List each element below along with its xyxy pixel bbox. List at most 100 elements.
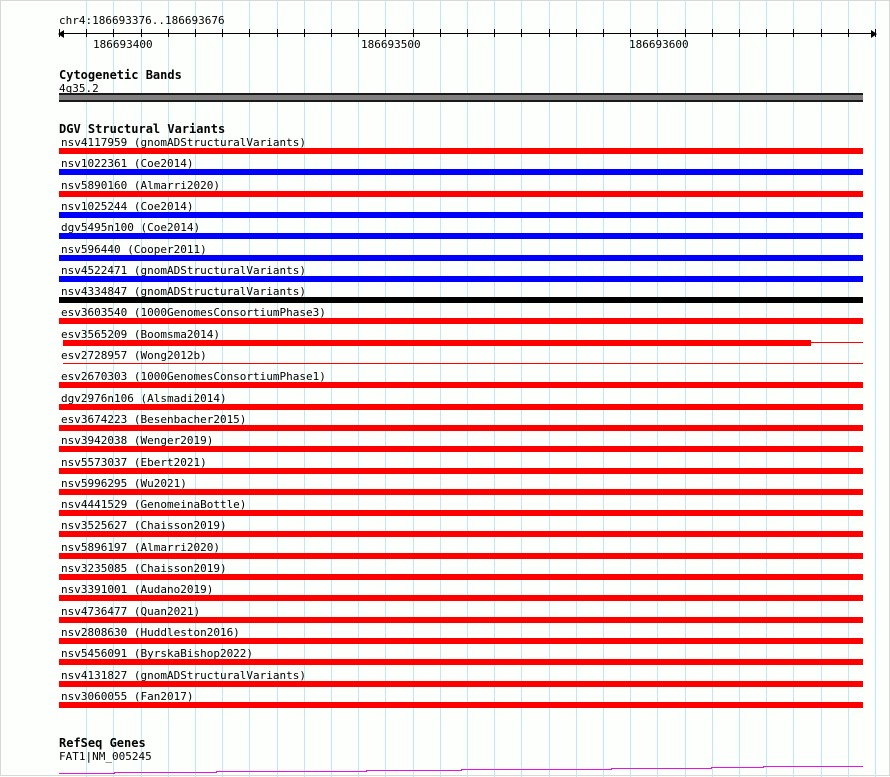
- variant-bar[interactable]: [59, 446, 863, 452]
- ruler-tick: [113, 29, 114, 37]
- variant-track-label[interactable]: nsv3235085 (Chaisson2019): [61, 562, 227, 575]
- variant-bar[interactable]: [59, 404, 863, 410]
- ruler-tick: [549, 29, 550, 37]
- variant-bar[interactable]: [63, 363, 863, 364]
- variant-bar[interactable]: [63, 340, 811, 346]
- ruler-tick: [657, 29, 658, 37]
- dgv-section-title: DGV Structural Variants: [59, 122, 226, 136]
- variant-bar[interactable]: [59, 681, 863, 687]
- variant-bar[interactable]: [59, 191, 863, 197]
- gene-exon-segment[interactable]: [216, 771, 366, 772]
- ruler-tick: [821, 29, 822, 37]
- ruler-tick-label: 186693500: [361, 38, 421, 51]
- variant-bar[interactable]: [59, 638, 863, 644]
- ruler-tick: [141, 29, 142, 37]
- ruler-tick: [168, 29, 169, 37]
- variant-bar[interactable]: [59, 489, 863, 495]
- variant-track-label[interactable]: nsv3942038 (Wenger2019): [61, 434, 214, 447]
- gene-exon-segment[interactable]: [611, 768, 711, 769]
- variant-track-label[interactable]: nsv4736477 (Quan2021): [61, 605, 201, 618]
- variant-track-label[interactable]: nsv3060055 (Fan2017): [61, 690, 194, 703]
- variant-track-label[interactable]: nsv5896197 (Almarri2020): [61, 541, 220, 554]
- ruler-tick: [358, 29, 359, 37]
- variant-track-label[interactable]: nsv4131827 (gnomADStructuralVariants): [61, 669, 307, 682]
- ruler-tick: [467, 29, 468, 37]
- variant-bar[interactable]: [59, 531, 863, 537]
- ruler-tick: [848, 29, 849, 37]
- variant-bar[interactable]: [59, 617, 863, 623]
- gene-exon-segment[interactable]: [711, 767, 763, 768]
- variant-bar[interactable]: [59, 276, 863, 282]
- ruler-tick: [304, 29, 305, 37]
- cytogenetic-bands-title: Cytogenetic Bands: [59, 68, 182, 82]
- variant-track-label[interactable]: nsv1022361 (Coe2014): [61, 157, 194, 170]
- gene-step-connector: [461, 769, 462, 771]
- variant-bar[interactable]: [59, 169, 863, 175]
- variant-track-label[interactable]: nsv2808630 (Huddleston2016): [61, 626, 240, 639]
- variant-track-label[interactable]: nsv4441529 (GenomeinaBottle): [61, 498, 247, 511]
- gene-step-connector: [611, 768, 612, 770]
- gene-exon-segment[interactable]: [59, 773, 114, 774]
- ruler-tick: [440, 29, 441, 37]
- variant-bar[interactable]: [59, 297, 863, 303]
- variant-bar[interactable]: [59, 255, 863, 261]
- locus-label: chr4:186693376..186693676: [59, 14, 225, 27]
- variant-track-label[interactable]: nsv3525627 (Chaisson2019): [61, 519, 227, 532]
- variant-bar[interactable]: [59, 318, 863, 324]
- variant-track-label[interactable]: nsv5890160 (Almarri2020): [61, 179, 220, 192]
- variant-track-label[interactable]: esv2670303 (1000GenomesConsortiumPhase1): [61, 370, 326, 383]
- gene-step-connector: [763, 766, 764, 768]
- variant-bar[interactable]: [59, 382, 863, 388]
- variant-bar[interactable]: [59, 212, 863, 218]
- variant-bar[interactable]: [59, 425, 863, 431]
- variant-bar[interactable]: [59, 702, 863, 708]
- gene-exon-segment[interactable]: [461, 769, 611, 770]
- gene-step-connector: [216, 771, 217, 773]
- variant-track-label[interactable]: nsv5996295 (Wu2021): [61, 477, 187, 490]
- gene-exon-segment[interactable]: [114, 772, 216, 773]
- variant-bar[interactable]: [59, 659, 863, 665]
- variant-track-label[interactable]: nsv5573037 (Ebert2021): [61, 456, 207, 469]
- gene-exon-segment[interactable]: [763, 766, 863, 767]
- variant-track-label[interactable]: dgv5495n100 (Coe2014): [61, 221, 201, 234]
- ruler-tick: [875, 29, 876, 37]
- variant-bar[interactable]: [59, 233, 863, 239]
- variant-track-label[interactable]: esv3674223 (Besenbacher2015): [61, 413, 247, 426]
- variant-track-label[interactable]: esv3565209 (Boomsma2014): [61, 328, 220, 341]
- ruler-tick: [630, 29, 631, 37]
- variant-bar[interactable]: [59, 595, 863, 601]
- right-arrow-icon[interactable]: [871, 30, 877, 38]
- variant-track-label[interactable]: esv2728957 (Wong2012b): [61, 349, 207, 362]
- ruler-tick: [86, 29, 87, 37]
- ruler-tick: [413, 29, 414, 37]
- variant-track-label[interactable]: nsv1025244 (Coe2014): [61, 200, 194, 213]
- variant-track-label[interactable]: dgv2976n106 (Alsmadi2014): [61, 392, 227, 405]
- gene-step-connector: [711, 767, 712, 769]
- gene-exon-segment[interactable]: [366, 770, 461, 771]
- variant-track-label[interactable]: nsv3391001 (Audano2019): [61, 583, 214, 596]
- ruler-tick: [712, 29, 713, 37]
- refseq-section-title: RefSeq Genes: [59, 736, 146, 750]
- ruler-tick-label: 186693600: [629, 38, 689, 51]
- variant-track-label[interactable]: nsv4522471 (gnomADStructuralVariants): [61, 264, 307, 277]
- variant-track-label[interactable]: nsv5456091 (ByrskaBishop2022): [61, 647, 254, 660]
- ruler-tick: [494, 29, 495, 37]
- ruler-tick: [576, 29, 577, 37]
- refseq-gene-label: FAT1|NM_005245: [59, 750, 152, 763]
- gridline: [875, 1, 876, 777]
- variant-track-label[interactable]: esv3603540 (1000GenomesConsortiumPhase3): [61, 306, 326, 319]
- variant-track-label[interactable]: nsv4117959 (gnomADStructuralVariants): [61, 136, 307, 149]
- cytoband-label: 4q35.2: [59, 82, 99, 95]
- variant-bar-extension[interactable]: [811, 342, 863, 343]
- left-arrow-icon[interactable]: [58, 30, 64, 38]
- cytoband-bar[interactable]: [59, 93, 863, 102]
- gene-step-connector: [366, 770, 367, 772]
- variant-bar[interactable]: [59, 553, 863, 559]
- variant-bar[interactable]: [59, 468, 863, 474]
- variant-bar[interactable]: [59, 148, 863, 154]
- variant-bar[interactable]: [59, 510, 863, 516]
- variant-bar[interactable]: [59, 574, 863, 580]
- variant-track-label[interactable]: nsv596440 (Cooper2011): [61, 243, 207, 256]
- variant-track-label[interactable]: nsv4334847 (gnomADStructuralVariants): [61, 285, 307, 298]
